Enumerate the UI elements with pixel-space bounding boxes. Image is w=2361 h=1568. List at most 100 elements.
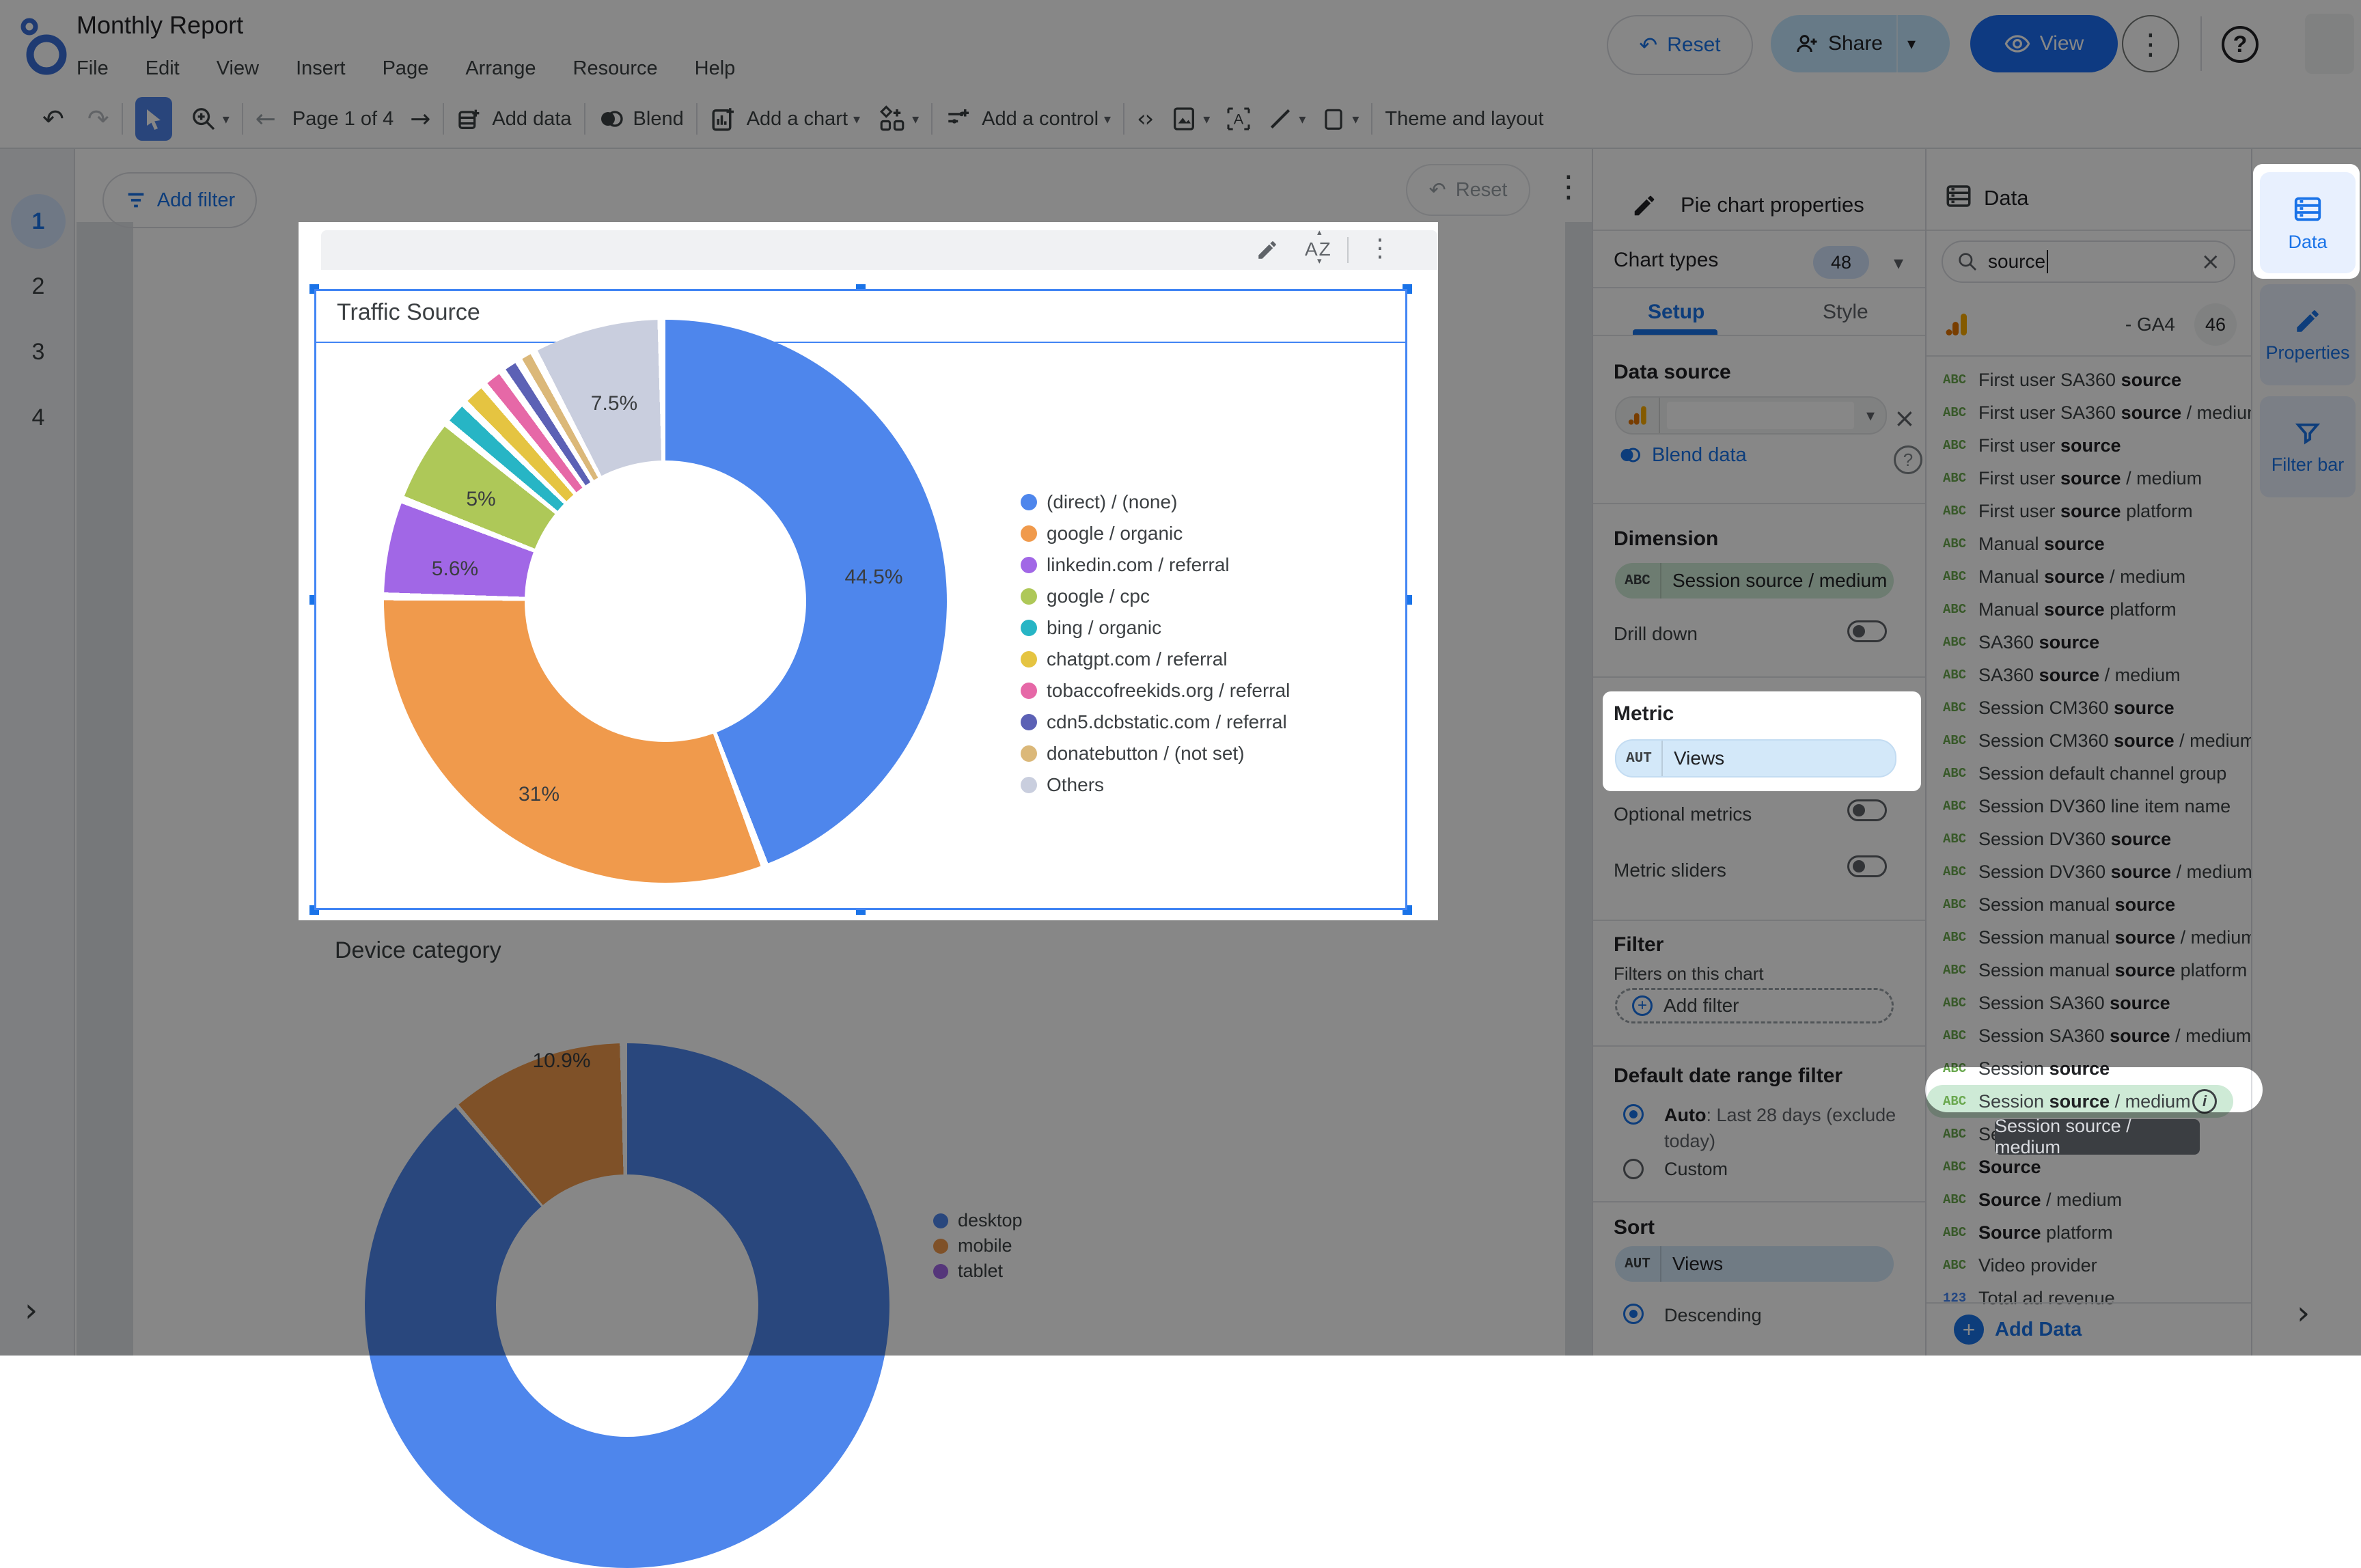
blend-button[interactable]: Blend	[598, 90, 684, 148]
dimension-chip[interactable]: ABC Session source / medium	[1615, 563, 1894, 599]
field-row[interactable]: ABCVideo provider	[1927, 1249, 2252, 1282]
field-row[interactable]: ABCFirst user SA360 source / medium	[1927, 396, 2252, 429]
help-button[interactable]: ?	[2222, 26, 2259, 63]
zoom-tool-button[interactable]: ▾	[190, 90, 230, 148]
add-data-button[interactable]: + Add Data	[1954, 1315, 2082, 1345]
menu-arrange[interactable]: Arrange	[465, 57, 536, 80]
menu-insert[interactable]: Insert	[296, 57, 346, 80]
date-auto-radio[interactable]	[1623, 1104, 1644, 1125]
field-row[interactable]: ABCManual source	[1927, 527, 2252, 560]
blend-help-icon[interactable]: ?	[1894, 445, 1922, 474]
tab-setup[interactable]: Setup	[1648, 301, 1704, 324]
prev-page-button[interactable]: ←	[256, 105, 276, 133]
add-chart-button[interactable]: Add a chart ▾	[710, 90, 860, 148]
field-row[interactable]: ABCSource / medium	[1927, 1183, 2252, 1216]
field-row[interactable]: ABCFirst user source platform	[1927, 495, 2252, 527]
rail-tab-properties[interactable]: Properties	[2260, 284, 2356, 385]
redo-button[interactable]: ↷	[87, 104, 109, 134]
field-row[interactable]: ABCSA360 source	[1927, 626, 2252, 659]
field-row[interactable]: ABCSA360 source / medium	[1927, 659, 2252, 691]
menu-page[interactable]: Page	[383, 57, 429, 80]
menu-resource[interactable]: Resource	[573, 57, 658, 80]
field-row[interactable]: ABCSession DV360 line item name	[1927, 790, 2252, 823]
community-viz-button[interactable]: ▾	[878, 90, 919, 148]
field-row[interactable]: ABCSession source	[1927, 1052, 2252, 1085]
field-row[interactable]: ABCFirst user source	[1927, 429, 2252, 462]
field-row[interactable]: ABCManual source platform	[1927, 593, 2252, 626]
edit-pencil-icon[interactable]	[1256, 238, 1279, 262]
date-custom-radio[interactable]	[1623, 1159, 1644, 1179]
shape-button[interactable]: ▾	[1321, 90, 1359, 148]
add-control-caret[interactable]: ▾	[1104, 111, 1111, 127]
field-row[interactable]: ABCFirst user SA360 source	[1927, 363, 2252, 396]
image-button[interactable]: ▾	[1170, 90, 1210, 148]
field-row[interactable]: ABCSession default channel group	[1927, 757, 2252, 790]
search-input[interactable]: source	[1988, 251, 2045, 273]
report-title[interactable]: Monthly Report	[77, 11, 243, 40]
select-tool-button[interactable]	[135, 97, 172, 141]
traffic-source-donut[interactable]	[384, 320, 947, 883]
reset-button[interactable]: ↶ Reset	[1607, 15, 1753, 75]
avatar[interactable]	[2305, 14, 2354, 74]
field-row[interactable]: ABCSession manual source	[1927, 888, 2252, 921]
canvas-kebab-icon[interactable]: ⋮	[1554, 169, 1584, 204]
chart-types-label[interactable]: Chart types	[1614, 249, 1718, 272]
page-thumb-4[interactable]: 4	[11, 404, 66, 431]
device-donut[interactable]	[365, 1043, 889, 1568]
menu-view[interactable]: View	[217, 57, 259, 80]
field-row[interactable]: ABCSession SA360 source / medium	[1927, 1019, 2252, 1052]
field-row[interactable]: ABCSession SA360 source	[1927, 987, 2252, 1019]
field-row[interactable]: 123Total ad revenue	[1927, 1282, 2252, 1315]
blend-data-button[interactable]: Blend data	[1618, 443, 1747, 467]
more-options-button[interactable]: ⋮	[2122, 15, 2179, 72]
field-search-box[interactable]: source ×	[1942, 240, 2235, 283]
canvas-add-filter-button[interactable]: Add filter	[102, 172, 257, 228]
text-button[interactable]: A	[1225, 90, 1252, 148]
field-row[interactable]: ABCSession manual source platform	[1927, 954, 2252, 987]
view-button[interactable]: View	[1970, 15, 2118, 72]
field-row[interactable]: ABCSession CM360 source / medium	[1927, 724, 2252, 757]
menu-edit[interactable]: Edit	[146, 57, 180, 80]
sort-metric-chip[interactable]: AUT Views	[1615, 1246, 1894, 1282]
chart-kebab-icon[interactable]: ⋮	[1368, 234, 1392, 262]
data-source-caret[interactable]: ▾	[1866, 406, 1875, 425]
remove-data-source-icon[interactable]: ×	[1894, 403, 1916, 433]
page-thumb-3[interactable]: 3	[11, 339, 66, 366]
drill-down-toggle[interactable]	[1847, 620, 1887, 642]
sort-descending-radio[interactable]	[1623, 1304, 1644, 1324]
share-dropdown-caret[interactable]: ▾	[1907, 34, 1916, 53]
field-row-highlighted[interactable]: ABCSession source / mediumi	[1927, 1085, 2233, 1118]
tab-style[interactable]: Style	[1823, 301, 1868, 324]
share-button[interactable]: Share ▾	[1771, 15, 1950, 72]
add-filter-button[interactable]: + Add filter	[1615, 988, 1894, 1023]
embed-code-button[interactable]: ‹›	[1137, 105, 1152, 133]
page-thumb-1[interactable]: 1	[11, 194, 66, 249]
field-row[interactable]: ABCSession DV360 source	[1927, 823, 2252, 855]
expand-page-rail-chevron[interactable]: ›	[25, 1291, 38, 1330]
field-row[interactable]: ABCSession CM360 source	[1927, 691, 2252, 724]
rail-tab-filter-bar[interactable]: Filter bar	[2260, 396, 2356, 497]
menu-help[interactable]: Help	[695, 57, 736, 80]
field-row[interactable]: ABCSession DV360 source / medium	[1927, 855, 2252, 888]
field-info-icon[interactable]: i	[2192, 1089, 2217, 1114]
theme-layout-button[interactable]: Theme and layout	[1385, 108, 1543, 130]
canvas-reset-button[interactable]: ↶ Reset	[1406, 164, 1530, 216]
add-data-button[interactable]: Add data	[456, 90, 571, 148]
undo-button[interactable]: ↶	[42, 104, 64, 134]
rail-tab-data[interactable]: Data	[2260, 172, 2356, 273]
field-row[interactable]: ABCSource platform	[1927, 1216, 2252, 1249]
clear-search-icon[interactable]: ×	[2201, 248, 2221, 275]
sort-az-icon[interactable]: AZ▴▾	[1305, 238, 1332, 260]
menu-file[interactable]: File	[77, 57, 109, 80]
metric-sliders-toggle[interactable]	[1847, 855, 1887, 877]
line-button[interactable]: ▾	[1267, 90, 1306, 148]
optional-metrics-toggle[interactable]	[1847, 799, 1887, 821]
collapse-panel-chevron[interactable]: ›	[2297, 1294, 2310, 1332]
add-chart-caret[interactable]: ▾	[853, 111, 860, 127]
next-page-button[interactable]: →	[410, 105, 430, 133]
chart-types-chevron[interactable]: ▾	[1894, 251, 1903, 274]
data-source-chip[interactable]: ▾	[1615, 396, 1887, 435]
page-indicator[interactable]: Page 1 of 4	[292, 108, 394, 130]
add-control-button[interactable]: Add a control ▾	[945, 90, 1111, 148]
metric-chip[interactable]: AUT Views	[1615, 739, 1896, 778]
